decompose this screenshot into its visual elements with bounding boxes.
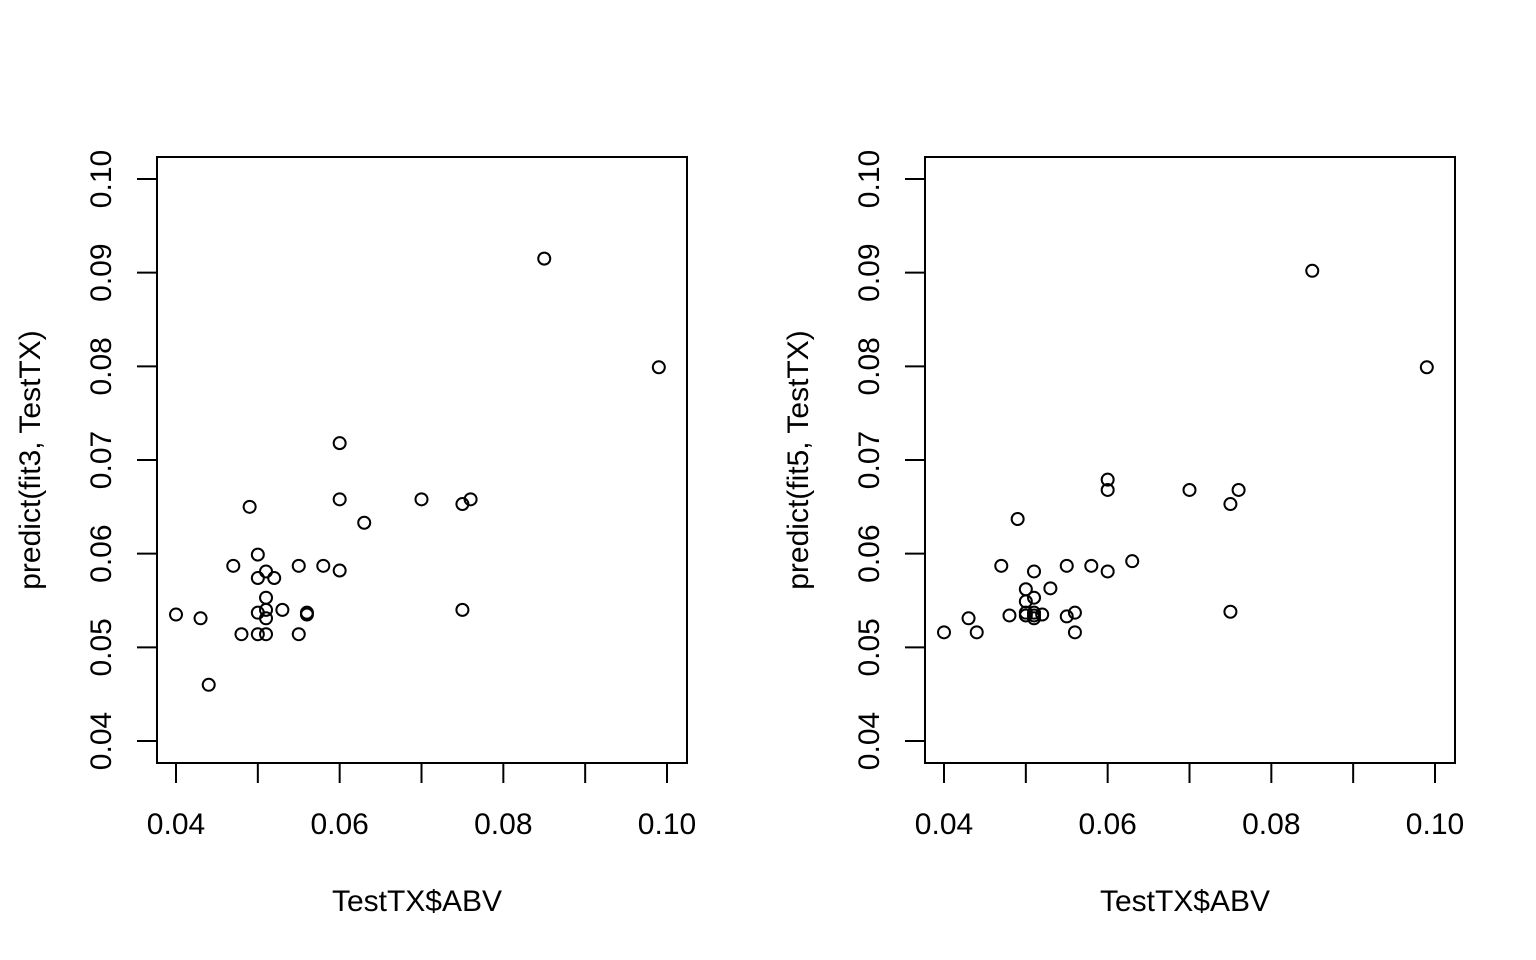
data-point [1100, 564, 1115, 579]
y-tick-label: 0.04 [85, 712, 118, 770]
data-point [226, 558, 241, 573]
data-point [961, 611, 976, 626]
data-point [250, 547, 265, 562]
data-point [1223, 604, 1238, 619]
data-point [1059, 558, 1074, 573]
y-tick-label: 0.10 [853, 150, 886, 208]
data-point [994, 558, 1009, 573]
data-point [1067, 625, 1082, 640]
data-point [275, 602, 290, 617]
data-point [969, 625, 984, 640]
data-point [259, 590, 274, 605]
x-tick-label: 0.10 [638, 808, 696, 841]
data-point [259, 564, 274, 579]
y-tick-label: 0.07 [85, 431, 118, 489]
data-point [1100, 482, 1115, 497]
x-tick-label: 0.04 [147, 808, 205, 841]
data-point [1059, 609, 1074, 624]
data-point [234, 627, 249, 642]
left-scatter-panel: TestTX$ABV predict(fit3, TestTX) 0.04 0.0… [14, 150, 696, 918]
data-point [1305, 263, 1320, 278]
y-axis-title: predict(fit3, TestTX) [14, 330, 47, 590]
x-tick-label: 0.06 [310, 808, 368, 841]
y-tick-label: 0.04 [853, 712, 886, 770]
y-axis-title: predict(fit5, TestTX) [782, 330, 815, 590]
data-point [291, 627, 306, 642]
data-point [455, 602, 470, 617]
data-point [291, 558, 306, 573]
x-tick-label: 0.04 [915, 808, 973, 841]
x-axis-title: TestTX$ABV [332, 885, 502, 918]
data-point [332, 436, 347, 451]
x-tick-label: 0.06 [1078, 808, 1136, 841]
data-point [1043, 581, 1058, 596]
y-tick-label: 0.05 [853, 618, 886, 676]
data-point [1223, 497, 1238, 512]
data-point [1010, 512, 1025, 527]
data-point [1419, 360, 1434, 375]
y-tick-label: 0.09 [85, 243, 118, 301]
y-tick-label: 0.06 [85, 524, 118, 582]
data-point [1002, 608, 1017, 623]
data-point [1067, 605, 1082, 620]
data-point [937, 625, 951, 640]
data-point [250, 571, 265, 586]
data-point [332, 492, 347, 507]
data-point [316, 558, 331, 573]
data-point [1231, 482, 1246, 497]
data-point [1035, 607, 1050, 622]
data-point [332, 563, 347, 578]
data-point [414, 492, 429, 507]
right-scatter-panel: TestTX$ABV predict(fit5, TestTX) 0.04 0.0… [782, 150, 1464, 918]
data-point [1018, 608, 1033, 623]
x-tick-label: 0.10 [1406, 808, 1464, 841]
y-tick-label: 0.06 [853, 524, 886, 582]
y-tick-label: 0.09 [853, 243, 886, 301]
data-point [169, 607, 183, 622]
data-point [1100, 472, 1115, 487]
data-point [537, 251, 552, 266]
y-tick-label: 0.08 [853, 337, 886, 395]
data-point [1027, 564, 1042, 579]
data-point [250, 627, 265, 642]
plot-frame [924, 156, 1456, 764]
x-tick-label: 0.08 [474, 808, 532, 841]
data-point [1125, 554, 1140, 569]
x-axis-title: TestTX$ABV [1100, 885, 1270, 918]
data-point [1084, 558, 1099, 573]
data-point [651, 360, 666, 375]
data-point [463, 492, 478, 507]
data-point [267, 571, 282, 586]
data-point [201, 677, 216, 692]
data-point [1027, 590, 1042, 605]
y-tick-label: 0.07 [853, 431, 886, 489]
x-tick-label: 0.08 [1242, 808, 1300, 841]
data-point [299, 607, 314, 622]
y-tick-label: 0.08 [85, 337, 118, 395]
data-point [259, 627, 274, 642]
data-point [259, 602, 274, 617]
y-tick-label: 0.10 [85, 150, 118, 208]
y-tick-label: 0.05 [85, 618, 118, 676]
data-point [357, 515, 372, 530]
data-point [193, 611, 208, 626]
data-point [1027, 611, 1042, 626]
plot-frame [156, 156, 688, 764]
data-point [1182, 482, 1197, 497]
data-point [242, 499, 257, 514]
data-point [259, 611, 274, 626]
